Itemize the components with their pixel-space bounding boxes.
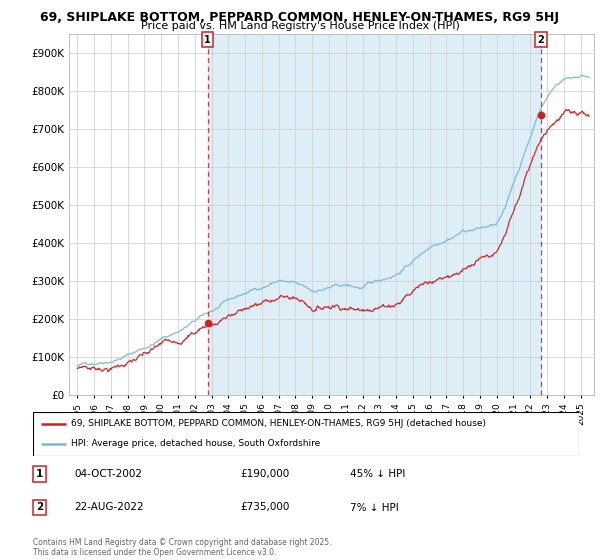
Text: 1: 1 [204, 35, 211, 45]
Bar [208, 34, 541, 395]
Text: 69, SHIPLAKE BOTTOM, PEPPARD COMMON, HENLEY-ON-THAMES, RG9 5HJ (detached house): 69, SHIPLAKE BOTTOM, PEPPARD COMMON, HEN… [71, 419, 486, 428]
Text: 7% ↓ HPI: 7% ↓ HPI [350, 502, 398, 512]
Text: Contains HM Land Registry data © Crown copyright and database right 2025.
This d: Contains HM Land Registry data © Crown c… [33, 538, 331, 557]
Text: 45% ↓ HPI: 45% ↓ HPI [350, 469, 405, 479]
Text: HPI: Average price, detached house, South Oxfordshire: HPI: Average price, detached house, Sout… [71, 440, 320, 449]
Text: 69, SHIPLAKE BOTTOM, PEPPARD COMMON, HENLEY-ON-THAMES, RG9 5HJ: 69, SHIPLAKE BOTTOM, PEPPARD COMMON, HEN… [41, 11, 560, 24]
Text: £190,000: £190,000 [241, 469, 290, 479]
Text: £735,000: £735,000 [241, 502, 290, 512]
Text: Price paid vs. HM Land Registry's House Price Index (HPI): Price paid vs. HM Land Registry's House … [140, 21, 460, 31]
Text: 22-AUG-2022: 22-AUG-2022 [74, 502, 143, 512]
Text: 2: 2 [538, 35, 544, 45]
Text: 04-OCT-2002: 04-OCT-2002 [74, 469, 142, 479]
Text: 2: 2 [36, 502, 43, 512]
Text: 1: 1 [36, 469, 43, 479]
